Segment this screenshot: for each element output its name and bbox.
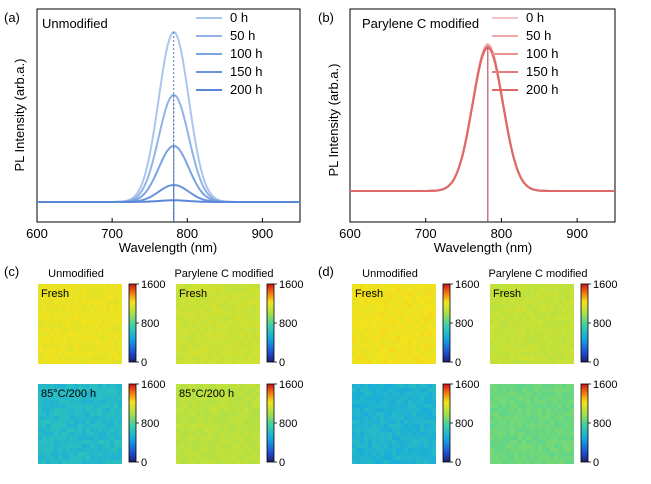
colorbar-tick-label-1600: 1600 bbox=[141, 279, 165, 291]
colorbar-tick-label-1600: 1600 bbox=[455, 279, 479, 291]
heatmap-c-map-0-0: Fresh bbox=[38, 284, 122, 364]
b-legend-label-1: 50 h bbox=[526, 28, 551, 43]
heatmap-d-map-1-1 bbox=[490, 384, 574, 464]
a-legend-label-3: 150 h bbox=[230, 64, 263, 79]
chart-b: Parylene C modified PL Intensity (arb.a.… bbox=[326, 8, 616, 255]
chart-b-xlabel: Wavelength (nm) bbox=[434, 240, 533, 255]
colorbar-tick-label-0: 0 bbox=[141, 357, 147, 369]
chart-a-ylabel: PL Intensity (arb.a.) bbox=[12, 59, 27, 172]
colorbar-tick-label-800: 800 bbox=[593, 318, 611, 330]
b-series-4 bbox=[350, 46, 615, 192]
colorbar bbox=[266, 283, 275, 363]
b-series-0 bbox=[350, 42, 615, 192]
a-xtick-label-600: 600 bbox=[26, 226, 48, 241]
a-legend-label-2: 100 h bbox=[230, 46, 263, 61]
colorbar bbox=[266, 383, 275, 463]
colorbar-tick-label-800: 800 bbox=[279, 418, 297, 430]
heatmap-map-label: Fresh bbox=[355, 288, 383, 300]
b-series-2 bbox=[350, 45, 615, 192]
heatmap-map-label: 85°C/200 h bbox=[41, 388, 96, 400]
heatmap-map-label: Fresh bbox=[41, 288, 69, 300]
a-xtick-label-700: 700 bbox=[101, 226, 123, 241]
a-series-2 bbox=[37, 144, 300, 203]
colorbar bbox=[128, 383, 137, 463]
heatmap-c-col-title-0: Unmodified bbox=[48, 268, 104, 280]
colorbar-tick-label-800: 800 bbox=[141, 318, 159, 330]
colorbar bbox=[442, 383, 451, 463]
colorbar-tick-label-0: 0 bbox=[593, 357, 599, 369]
colorbar-tick-label-0: 0 bbox=[455, 357, 461, 369]
colorbar-tick-label-800: 800 bbox=[279, 318, 297, 330]
colorbar-tick-label-1600: 1600 bbox=[593, 279, 617, 291]
heatmap-c-map-0-1: 85°C/200 h bbox=[38, 384, 122, 464]
colorbar-tick-label-800: 800 bbox=[141, 418, 159, 430]
b-xtick-label-800: 800 bbox=[491, 226, 513, 241]
b-series-1 bbox=[350, 44, 615, 192]
chart-b-title: Parylene C modified bbox=[362, 16, 479, 31]
b-xtick-label-700: 700 bbox=[415, 226, 437, 241]
b-series-3 bbox=[350, 45, 615, 192]
heatmap-map-label: Fresh bbox=[493, 288, 521, 300]
chart-b-ylabel: PL Intensity (arb.a.) bbox=[326, 64, 341, 177]
panel-label-d: (d) bbox=[318, 264, 334, 279]
heatmap-c-map-1-0: Fresh bbox=[176, 284, 260, 364]
colorbar bbox=[442, 283, 451, 363]
colorbar-tick-label-800: 800 bbox=[455, 318, 473, 330]
b-xtick-label-900: 900 bbox=[566, 226, 588, 241]
heatmap-d-map-0-0: Fresh bbox=[352, 284, 436, 364]
heatmap-d-col-title-1: Parylene C modified bbox=[488, 268, 587, 280]
colorbar-tick-label-1600: 1600 bbox=[455, 379, 479, 391]
chart-a-frame bbox=[36, 8, 301, 223]
a-legend-label-4: 200 h bbox=[230, 82, 263, 97]
a-xtick-label-800: 800 bbox=[176, 226, 198, 241]
b-legend-label-2: 100 h bbox=[526, 46, 559, 61]
heatmap-map-label: Fresh bbox=[179, 288, 207, 300]
colorbar-tick-label-1600: 1600 bbox=[141, 379, 165, 391]
heatmap-d-col-title-0: Unmodified bbox=[362, 268, 418, 280]
heatmap-c-col-title-1: Parylene C modified bbox=[174, 268, 273, 280]
a-xtick-label-900: 900 bbox=[252, 226, 274, 241]
chart-b-frame bbox=[349, 8, 616, 223]
b-xtick-label-600: 600 bbox=[339, 226, 361, 241]
panel-label-a: (a) bbox=[4, 10, 20, 25]
colorbar-tick-label-800: 800 bbox=[593, 418, 611, 430]
panel-label-c: (c) bbox=[4, 264, 19, 279]
colorbar-tick-label-800: 800 bbox=[455, 418, 473, 430]
colorbar-tick-label-0: 0 bbox=[455, 457, 461, 469]
heatmap-d-map-1-0: Fresh bbox=[490, 284, 574, 364]
a-series-4 bbox=[37, 199, 300, 203]
colorbar-tick-label-0: 0 bbox=[593, 457, 599, 469]
colorbar bbox=[580, 383, 589, 463]
chart-a-xlabel: Wavelength (nm) bbox=[119, 240, 218, 255]
colorbar bbox=[128, 283, 137, 363]
heatmap-map-label: 85°C/200 h bbox=[179, 388, 234, 400]
colorbar-tick-label-0: 0 bbox=[279, 457, 285, 469]
colorbar-tick-label-0: 0 bbox=[141, 457, 147, 469]
chart-a-title: Unmodified bbox=[42, 16, 108, 31]
panel-label-b: (b) bbox=[318, 10, 334, 25]
a-legend-label-1: 50 h bbox=[230, 28, 255, 43]
colorbar-tick-label-1600: 1600 bbox=[279, 379, 303, 391]
heatmap-c-map-1-1: 85°C/200 h bbox=[176, 384, 260, 464]
b-legend-label-4: 200 h bbox=[526, 82, 559, 97]
chart-a: Unmodified PL Intensity (arb.a.) Wavelen… bbox=[12, 8, 301, 255]
a-legend-label-0: 0 h bbox=[230, 10, 248, 25]
b-legend-label-0: 0 h bbox=[526, 10, 544, 25]
heatmap-d-map-0-1 bbox=[352, 384, 436, 464]
colorbar-tick-label-0: 0 bbox=[279, 357, 285, 369]
colorbar-tick-label-1600: 1600 bbox=[279, 279, 303, 291]
b-legend-label-3: 150 h bbox=[526, 64, 559, 79]
colorbar bbox=[580, 283, 589, 363]
colorbar-tick-label-1600: 1600 bbox=[593, 379, 617, 391]
